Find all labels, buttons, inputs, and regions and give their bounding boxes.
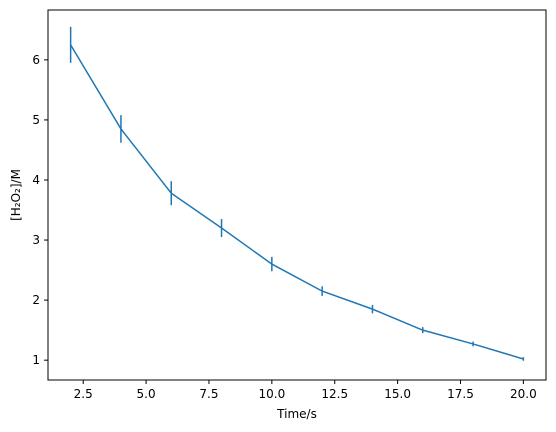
y-tick-label: 6	[32, 53, 40, 67]
y-tick-label: 2	[32, 293, 40, 307]
x-axis-label: Time/s	[276, 407, 317, 421]
y-axis-label: [H₂O₂]/M	[9, 169, 23, 221]
y-tick-label: 1	[32, 353, 40, 367]
x-tick-label: 20.0	[510, 387, 537, 401]
plot-frame	[47, 9, 547, 381]
x-tick-label: 2.5	[74, 387, 93, 401]
x-tick-label: 10.0	[258, 387, 285, 401]
x-tick-label: 12.5	[321, 387, 348, 401]
y-tick-label: 5	[32, 113, 40, 127]
x-tick-label: 17.5	[447, 387, 474, 401]
x-tick-label: 15.0	[384, 387, 411, 401]
y-tick-label: 3	[32, 233, 40, 247]
x-tick-label: 7.5	[199, 387, 218, 401]
x-tick-label: 5.0	[137, 387, 156, 401]
data-line	[69, 44, 524, 360]
y-tick-label: 4	[32, 173, 40, 187]
